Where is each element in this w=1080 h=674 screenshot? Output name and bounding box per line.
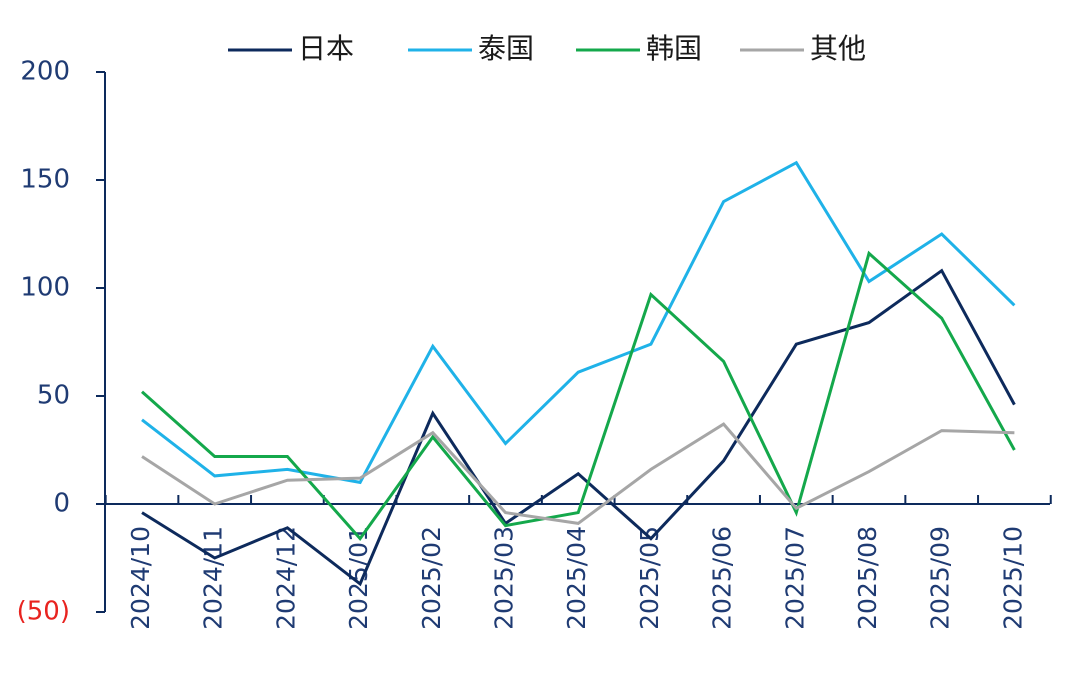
legend-label: 韩国 [646, 32, 702, 65]
legend-item: 泰国 [408, 32, 534, 65]
x-tick-label: 2025/04 [562, 526, 591, 630]
series-lines [141, 160, 1016, 587]
x-tick-label: 2025/10 [998, 526, 1027, 630]
x-tick-label: 2025/05 [635, 526, 664, 630]
x-tick-label: 2025/01 [344, 526, 373, 630]
x-tick-label: 2025/03 [490, 526, 519, 630]
x-tick-label: 2025/06 [708, 526, 737, 630]
legend-item: 韩国 [576, 32, 702, 65]
y-tick-label: 100 [20, 273, 70, 303]
x-axis: 2024/10 2024/11 2024/12 2025/01 2025/02 2025/… [104, 495, 1052, 630]
y-tick-label: 50 [37, 381, 70, 411]
legend-item: 其他 [740, 32, 866, 65]
chart-legend: 日本 泰国 韩国 其他 [228, 32, 866, 65]
x-tick-label: 2024/10 [126, 526, 155, 630]
series-line-1 [141, 160, 1016, 485]
x-tick-label: 2025/09 [926, 526, 955, 630]
series-line-3 [141, 422, 1015, 525]
x-tick-label: 2025/02 [417, 526, 446, 630]
x-tick-label: 2025/07 [780, 526, 809, 630]
x-tick-label: 2025/08 [853, 526, 882, 630]
x-tick-label: 2024/11 [199, 526, 228, 630]
legend-label: 其他 [810, 32, 866, 65]
x-tick-label: 2024/12 [271, 526, 300, 630]
legend-label: 日本 [298, 32, 354, 65]
y-tick-label: (50) [17, 597, 70, 627]
series-line-0 [141, 268, 1016, 587]
y-tick-label: 0 [53, 489, 70, 519]
y-tick-label: 200 [20, 57, 70, 87]
series-line-2 [141, 250, 1016, 542]
y-axis: 200 150 100 50 0 (50) [17, 57, 106, 627]
y-tick-label: 150 [20, 165, 70, 195]
legend-label: 泰国 [478, 32, 534, 65]
legend-item: 日本 [228, 32, 354, 65]
